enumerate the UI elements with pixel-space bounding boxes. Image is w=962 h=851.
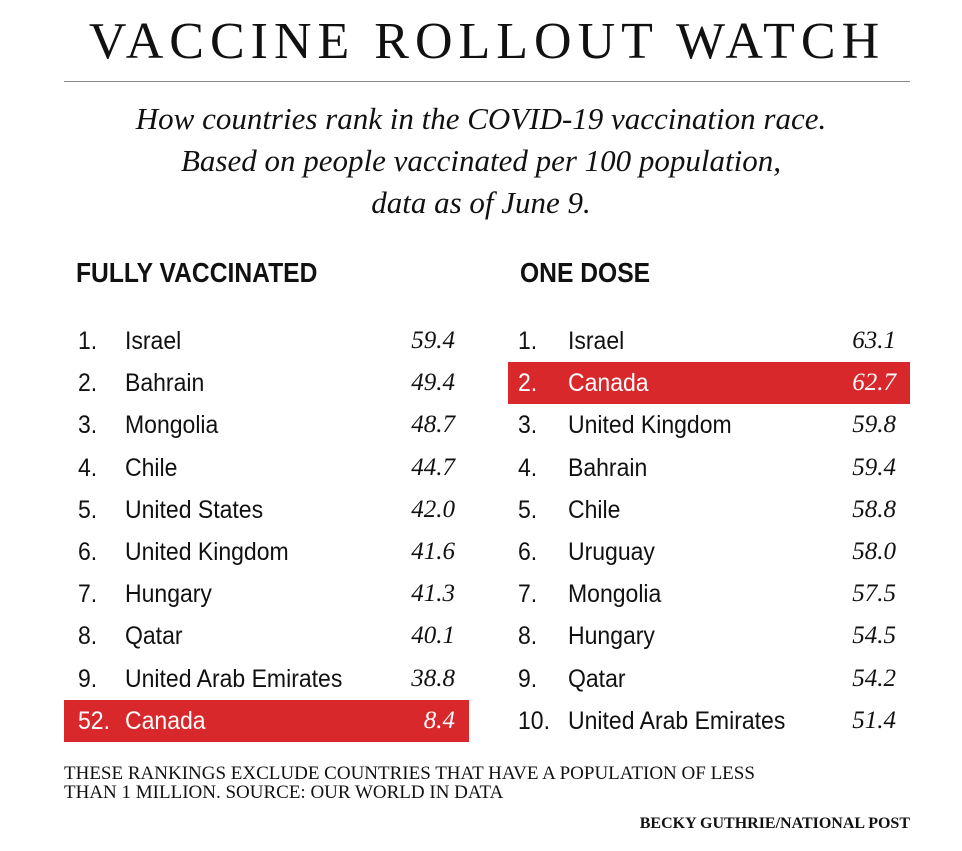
title-divider (64, 81, 910, 82)
footnote-line-1: THESE RANKINGS EXCLUDE COUNTRIES THAT HA… (64, 763, 755, 784)
fully-vaccinated-row: 52. Canada 8.4 (64, 699, 469, 742)
rank-label: 1. (518, 327, 538, 355)
value-label: 58.0 (852, 538, 896, 565)
country-label: Chile (125, 453, 178, 482)
country-label: United Arab Emirates (568, 706, 786, 735)
rank-label: 5. (78, 495, 98, 524)
one-dose-row: 8. Hungary 54.5 (508, 615, 910, 657)
country-label: United States (125, 495, 264, 524)
fully-vaccinated-heading: FULLY VACCINATED (76, 257, 318, 288)
rank-label: 7. (518, 580, 538, 609)
value-label: 40.1 (411, 622, 455, 650)
value-label: 59.4 (852, 453, 896, 481)
one-dose-row: 9. Qatar 54.2 (508, 658, 910, 700)
rank-label: 3. (518, 411, 538, 440)
fully-vaccinated-row: 4. Chile 44.7 (64, 447, 469, 489)
subtitle-line-3: data as of June 9. (371, 185, 591, 220)
value-label: 42.0 (411, 495, 455, 523)
fully-vaccinated-row: 9. United Arab Emirates 38.8 (64, 658, 469, 700)
value-label: 54.2 (852, 664, 896, 692)
fully-vaccinated-row: 6. United Kingdom 41.6 (64, 531, 469, 573)
value-label: 48.7 (411, 411, 455, 439)
value-label: 59.8 (852, 411, 896, 439)
rank-label: 9. (78, 664, 98, 693)
subtitle-line-1: How countries rank in the COVID-19 vacci… (135, 101, 827, 136)
rank-label: 4. (518, 453, 538, 482)
fully-vaccinated-row: 1. Israel 59.4 (64, 320, 469, 362)
country-label: Bahrain (125, 369, 205, 398)
country-label: United Arab Emirates (125, 664, 343, 693)
country-label: Canada (125, 706, 206, 735)
footnote-line-2: THAN 1 MILLION. SOURCE: OUR WORLD IN DAT… (64, 782, 504, 803)
one-dose-row: 1. Israel 63.1 (508, 320, 910, 362)
country-label: United Kingdom (568, 411, 732, 440)
one-dose-row: 5. Chile 58.8 (508, 489, 910, 531)
one-dose-row: 2. Canada 62.7 (508, 362, 910, 405)
rank-label: 10. (518, 706, 550, 735)
rank-label: 8. (78, 622, 98, 651)
fully-vaccinated-row: 5. United States 42.0 (64, 489, 469, 531)
fully-vaccinated-row: 2. Bahrain 49.4 (64, 362, 469, 404)
country-label: Uruguay (568, 538, 655, 566)
credit: BECKY GUTHRIE/NATIONAL POST (639, 815, 910, 832)
rank-label: 8. (518, 622, 538, 651)
value-label: 62.7 (852, 369, 896, 397)
one-dose-row: 3. United Kingdom 59.8 (508, 404, 910, 446)
rank-label: 52. (78, 706, 110, 735)
rank-label: 3. (78, 411, 98, 440)
country-label: Mongolia (125, 411, 219, 440)
one-dose-row: 7. Mongolia 57.5 (508, 573, 910, 615)
value-label: 63.1 (852, 327, 896, 354)
value-label: 51.4 (852, 706, 896, 734)
value-label: 41.3 (411, 580, 455, 608)
value-label: 44.7 (411, 453, 455, 481)
country-label: Bahrain (568, 453, 648, 482)
rank-label: 9. (518, 664, 538, 693)
country-label: Israel (568, 327, 625, 355)
rank-label: 2. (518, 369, 538, 398)
rank-label: 6. (78, 538, 98, 566)
value-label: 41.6 (411, 538, 455, 565)
rank-label: 6. (518, 538, 538, 566)
value-label: 8.4 (423, 706, 455, 734)
fully-vaccinated-row: 8. Qatar 40.1 (64, 615, 469, 657)
country-label: Hungary (125, 580, 212, 609)
country-label: Hungary (568, 622, 655, 651)
one-dose-row: 6. Uruguay 58.0 (508, 531, 910, 573)
one-dose-heading: ONE DOSE (520, 257, 651, 288)
footnote: THESE RANKINGS EXCLUDE COUNTRIES THAT HA… (64, 764, 910, 802)
value-label: 59.4 (411, 327, 455, 354)
rank-label: 2. (78, 369, 98, 398)
country-label: Qatar (125, 622, 183, 651)
value-label: 58.8 (852, 495, 896, 523)
fully-vaccinated-row: 7. Hungary 41.3 (64, 573, 469, 615)
value-label: 38.8 (411, 664, 455, 692)
value-label: 49.4 (411, 369, 455, 397)
one-dose-row: 4. Bahrain 59.4 (508, 447, 910, 489)
fully-vaccinated-row: 3. Mongolia 48.7 (64, 404, 469, 446)
chart-title: VACCINE ROLLOUT WATCH (88, 13, 886, 70)
subtitle-line-2: Based on people vaccinated per 100 popul… (180, 143, 782, 178)
country-label: Chile (568, 495, 621, 524)
country-label: Canada (568, 369, 649, 398)
rank-label: 7. (78, 580, 98, 609)
value-label: 54.5 (852, 622, 896, 650)
country-label: United Kingdom (125, 538, 289, 566)
one-dose-row: 10. United Arab Emirates 51.4 (508, 700, 910, 742)
country-label: Mongolia (568, 580, 662, 609)
country-label: Qatar (568, 664, 626, 693)
rank-label: 5. (518, 495, 538, 524)
rank-label: 4. (78, 453, 98, 482)
country-label: Israel (125, 327, 182, 355)
rank-label: 1. (78, 327, 98, 355)
value-label: 57.5 (852, 580, 896, 608)
